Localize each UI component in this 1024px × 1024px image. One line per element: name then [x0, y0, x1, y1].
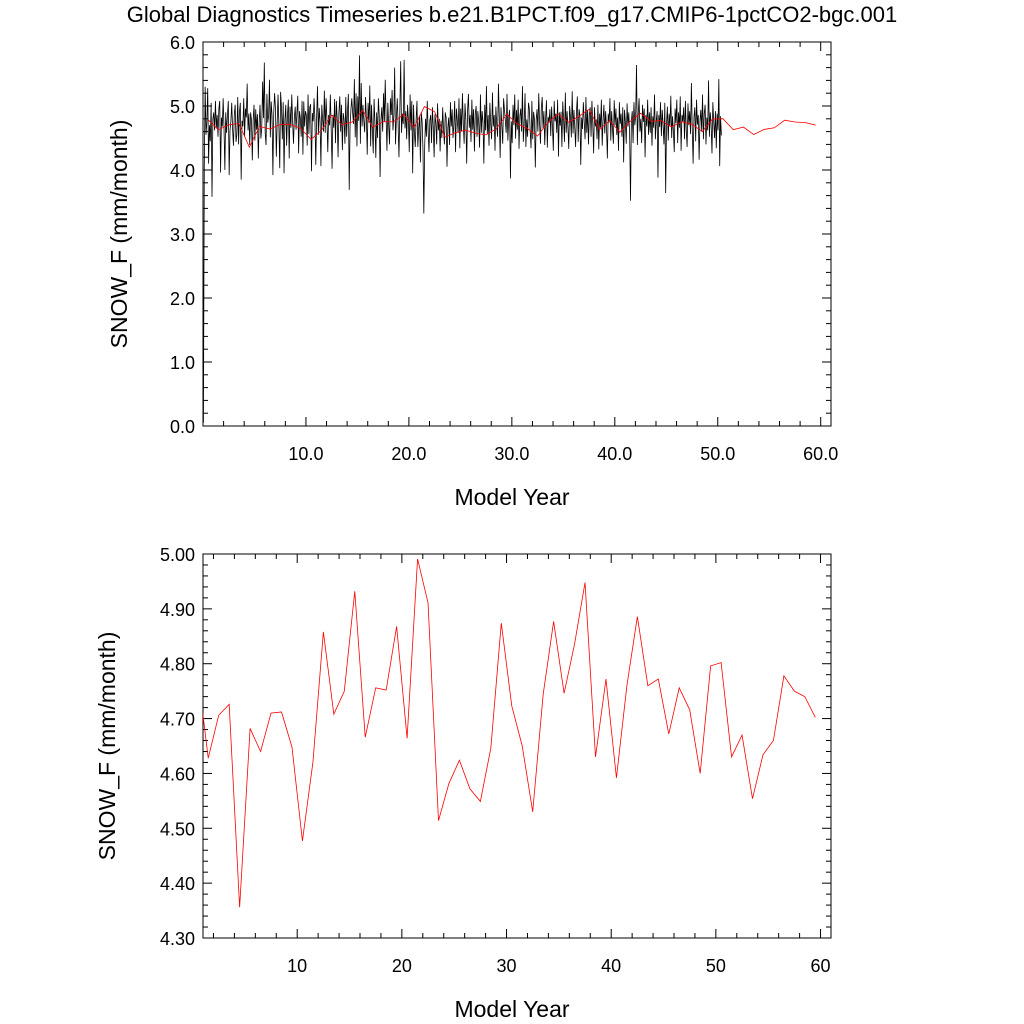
y-tick-label-top: 4.0	[170, 161, 195, 181]
x-axis-label-bottom: Model Year	[454, 996, 569, 1022]
page-title: Global Diagnostics Timeseries b.e21.B1PC…	[126, 2, 898, 27]
y-tick-label-top: 2.0	[170, 289, 195, 309]
x-tick-label-bottom: 30	[497, 956, 517, 976]
chart-top: 0.0 1.0 2.0 3.0 4.0 5.0 6.0 10.0 20.0 30.0 40.0 50.…	[106, 33, 838, 510]
x-tick-bottom: 30	[497, 554, 517, 976]
x-tick-label-top: 20.0	[391, 444, 426, 464]
y-tick-top: 2.0	[170, 289, 831, 309]
y-tick-bottom: 5.00	[160, 545, 831, 565]
y-tick-label-top: 0.0	[170, 417, 195, 437]
y-tick-label-top: 3.0	[170, 225, 195, 245]
x-tick-bottom: 20	[392, 554, 412, 976]
y-tick-label-bottom: 4.60	[160, 764, 195, 784]
annual-mean-line-top	[207, 106, 816, 149]
x-tick-top: 60.0	[803, 42, 838, 464]
y-tick-bottom: 4.90	[160, 600, 831, 620]
monthly-line-top	[203, 55, 722, 423]
x-tick-bottom: 60	[811, 554, 831, 976]
y-tick-bottom: 4.40	[160, 874, 831, 894]
y-tick-bottom: 4.80	[160, 655, 831, 675]
x-tick-top: 50.0	[700, 42, 735, 464]
y-tick-label-bottom: 4.70	[160, 710, 195, 730]
x-tick-label-bottom: 40	[601, 956, 621, 976]
axis-ticks-top: 0.0 1.0 2.0 3.0 4.0 5.0 6.0 10.0 20.0 30.0 40.0 50.…	[170, 33, 838, 464]
annual-mean-line-bottom	[203, 558, 816, 908]
y-tick-top: 1.0	[170, 353, 831, 373]
x-axis-label-top: Model Year	[454, 484, 569, 510]
series-group-top	[203, 55, 816, 423]
y-tick-label-top: 1.0	[170, 353, 195, 373]
y-axis-label-bottom: SNOW_F (mm/month)	[94, 632, 120, 861]
y-tick-label-bottom: 4.40	[160, 874, 195, 894]
x-tick-top: 40.0	[597, 42, 632, 464]
x-tick-label-top: 50.0	[700, 444, 735, 464]
y-tick-label-bottom: 4.80	[160, 655, 195, 675]
x-tick-label-top: 60.0	[803, 444, 838, 464]
x-tick-label-bottom: 10	[287, 956, 307, 976]
x-tick-label-bottom: 50	[706, 956, 726, 976]
y-tick-label-bottom: 4.90	[160, 600, 195, 620]
plot-frame-bottom	[202, 553, 832, 939]
x-tick-label-top: 30.0	[494, 444, 529, 464]
y-axis-label-top: SNOW_F (mm/month)	[106, 120, 132, 349]
y-tick-top: 0.0	[170, 417, 831, 437]
x-tick-top: 10.0	[288, 42, 323, 464]
y-tick-top: 4.0	[170, 161, 831, 181]
y-tick-label-top: 5.0	[170, 97, 195, 117]
axis-ticks-bottom: 4.30 4.40 4.50 4.60 4.70 4.80 4.90 5.00 10 20 30 40…	[160, 545, 831, 976]
y-tick-bottom: 4.70	[160, 710, 831, 730]
y-tick-bottom: 4.60	[160, 764, 831, 784]
y-tick-label-bottom: 4.30	[160, 929, 195, 949]
x-tick-bottom: 50	[706, 554, 726, 976]
x-tick-top: 20.0	[391, 42, 426, 464]
x-tick-bottom: 10	[287, 554, 307, 976]
x-tick-label-bottom: 20	[392, 956, 412, 976]
y-tick-label-bottom: 4.50	[160, 819, 195, 839]
y-tick-top: 3.0	[170, 225, 831, 245]
y-tick-bottom: 4.30	[160, 929, 831, 949]
y-tick-bottom: 4.50	[160, 819, 831, 839]
x-tick-label-bottom: 60	[811, 956, 831, 976]
series-group-bottom	[203, 558, 816, 908]
y-tick-top: 6.0	[170, 33, 831, 53]
x-tick-top: 30.0	[494, 42, 529, 464]
x-tick-label-top: 10.0	[288, 444, 323, 464]
y-tick-label-top: 6.0	[170, 33, 195, 53]
y-tick-label-bottom: 5.00	[160, 545, 195, 565]
x-tick-label-top: 40.0	[597, 444, 632, 464]
chart-bottom: 4.30 4.40 4.50 4.60 4.70 4.80 4.90 5.00 10 20 30 40…	[94, 545, 832, 1022]
x-tick-bottom: 40	[601, 554, 621, 976]
